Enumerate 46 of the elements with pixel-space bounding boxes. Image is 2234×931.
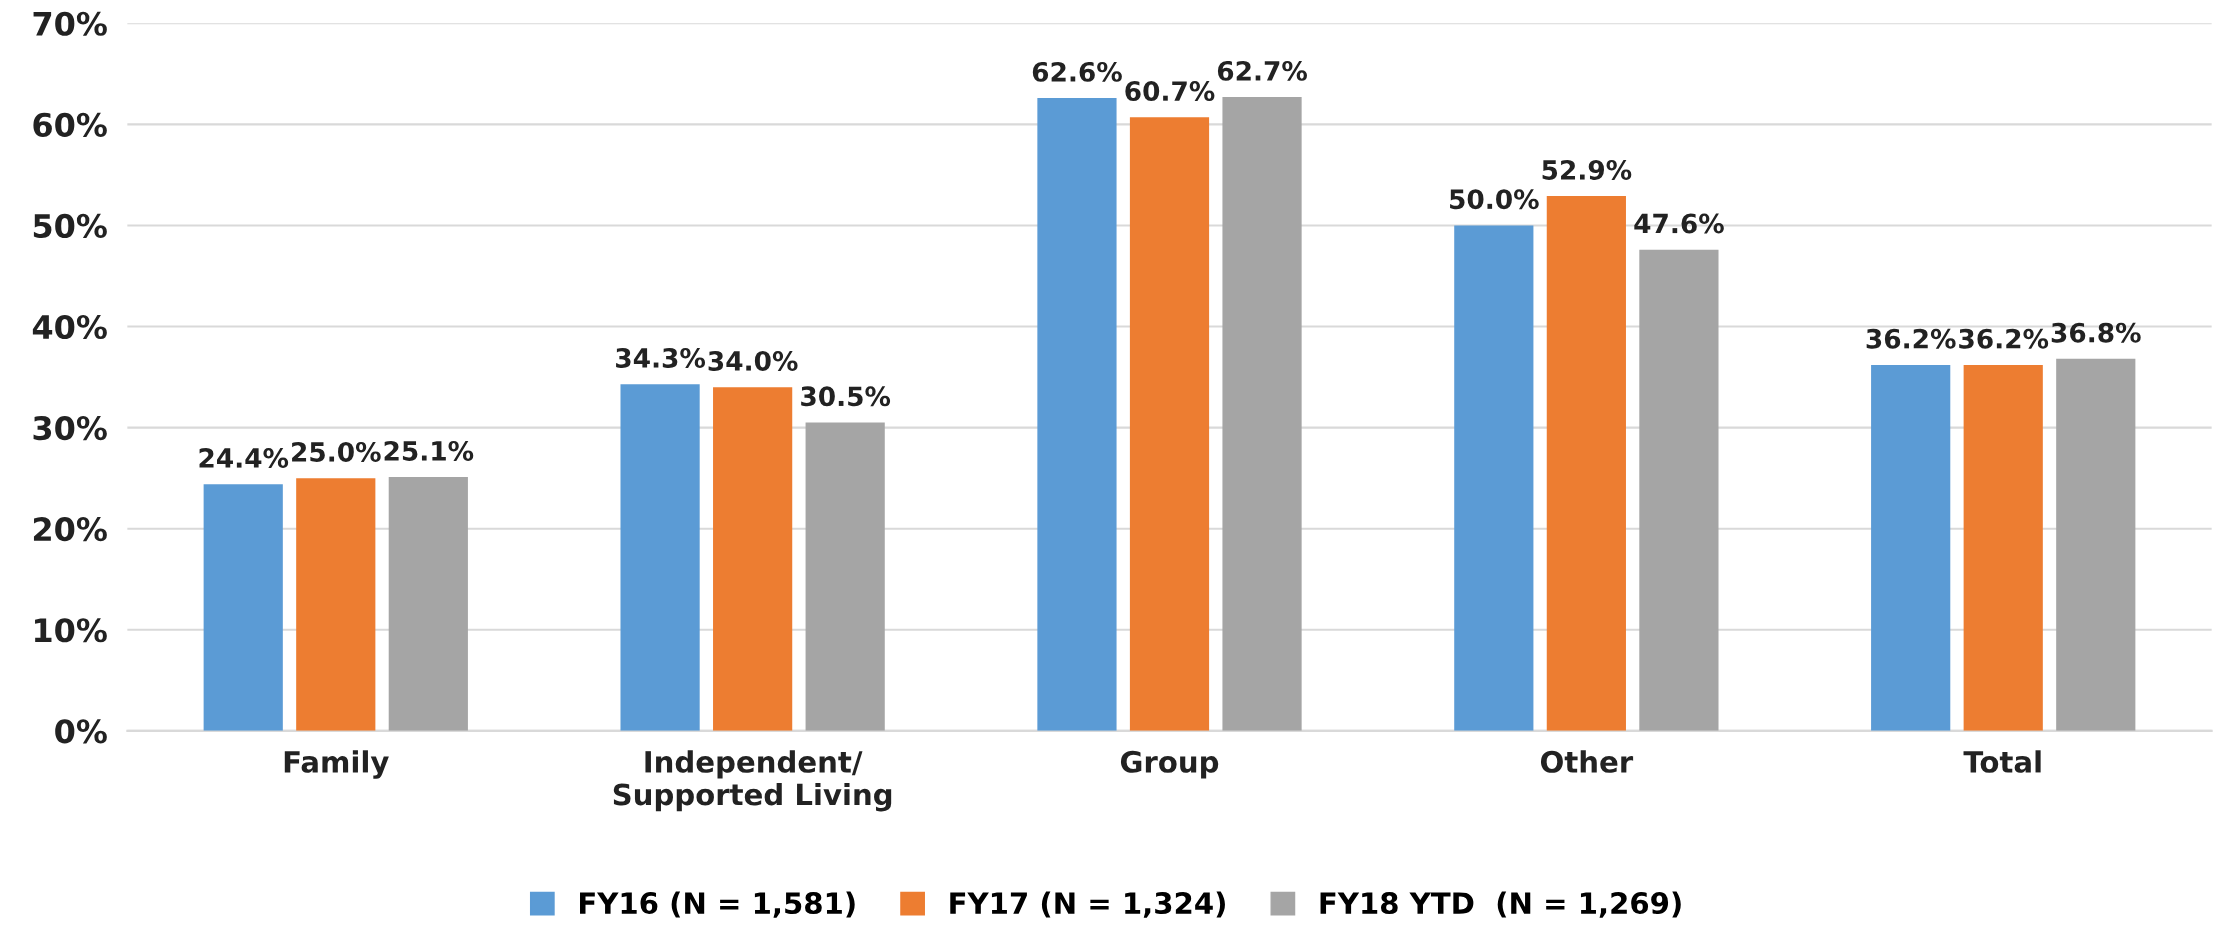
- bar: [2056, 358, 2136, 731]
- y-tick-label: 0%: [55, 719, 107, 744]
- bar: [805, 422, 885, 731]
- y-tick-label: 50%: [33, 213, 107, 239]
- data-label: 62.6%: [1032, 61, 1122, 82]
- x-tick-label: Independent/ Supported Living: [613, 750, 892, 812]
- bar: [1963, 364, 2043, 731]
- bar: [1639, 249, 1719, 731]
- data-label: 36.8%: [2051, 322, 2141, 343]
- bar: [1129, 117, 1210, 731]
- data-label: 52.9%: [1542, 159, 1632, 180]
- data-label: 36.2%: [1866, 328, 1956, 349]
- data-label: 25.0%: [292, 441, 381, 462]
- y-tick-label: 20%: [33, 517, 107, 542]
- legend-label: FY16 (N = 1,581): [580, 891, 855, 918]
- data-label: 50.0%: [1450, 189, 1539, 210]
- data-label: 25.1%: [384, 440, 474, 461]
- bar: [1222, 97, 1302, 731]
- y-tick-label: 30%: [33, 416, 107, 441]
- bar: [713, 387, 793, 731]
- y-tick-label: 10%: [35, 618, 107, 643]
- x-tick-label: Total: [1963, 750, 2041, 773]
- bar: [620, 384, 700, 731]
- data-label: 30.5%: [801, 386, 891, 407]
- data-label: 24.4%: [199, 448, 289, 468]
- data-label: 34.3%: [616, 347, 706, 368]
- data-label: 36.2%: [1959, 328, 2049, 349]
- x-tick-label: Group: [1120, 750, 1219, 779]
- x-tick-label: Other: [1540, 750, 1634, 773]
- data-label: 34.0%: [708, 350, 798, 371]
- data-label: 47.6%: [1634, 213, 1724, 234]
- y-tick-label: 40%: [32, 314, 107, 340]
- y-tick-label: 60%: [33, 112, 107, 137]
- bar: [1871, 364, 1951, 731]
- legend-label: FY17 (N = 1,324): [950, 891, 1225, 918]
- y-tick-label: 70%: [33, 11, 107, 36]
- data-label: 62.7%: [1217, 60, 1307, 81]
- legend-label: FY18 YTD (N = 1,269): [1320, 891, 1681, 918]
- bar: [203, 484, 283, 731]
- x-tick-label: Family: [284, 750, 389, 779]
- bar: [1037, 98, 1117, 731]
- bar: [1454, 225, 1534, 731]
- data-label: 60.7%: [1125, 81, 1215, 102]
- bar: [388, 477, 468, 731]
- bar: [1546, 196, 1626, 731]
- bar: [296, 478, 376, 731]
